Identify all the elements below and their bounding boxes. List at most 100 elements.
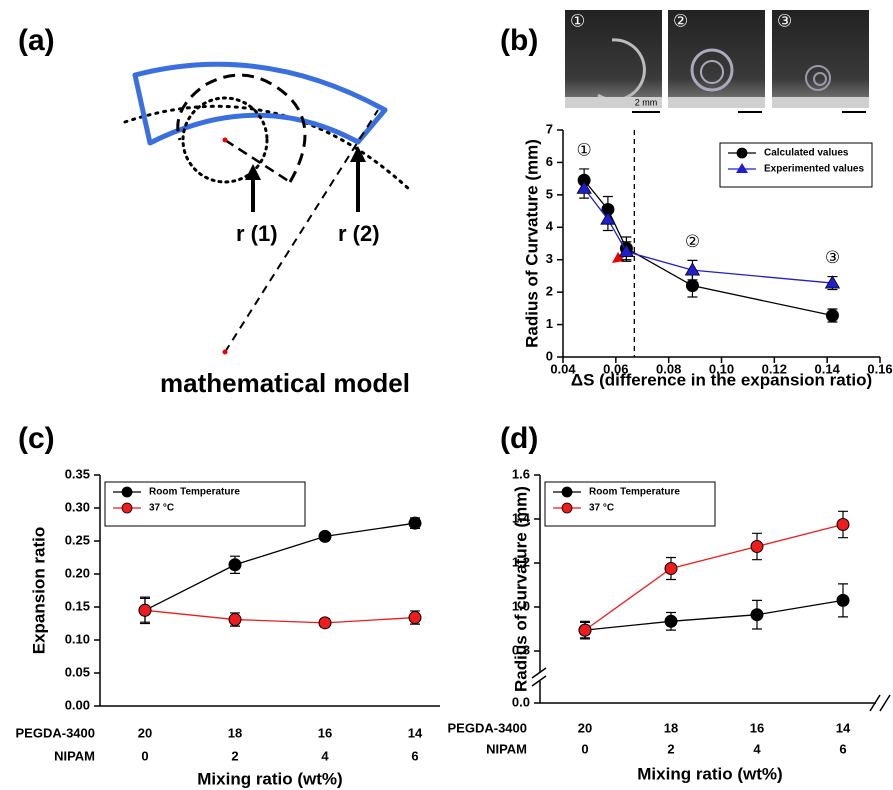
y-axis-title: Expansion ratio	[29, 527, 48, 655]
x-tick-label: 2	[667, 741, 674, 756]
panel-label: (a)	[18, 24, 55, 57]
marker	[684, 262, 701, 276]
y-tick-label: 0.20	[65, 565, 90, 580]
photo	[668, 10, 765, 108]
axis-break	[869, 694, 881, 712]
x-tick-label: 2	[231, 748, 238, 763]
scale-bar-label: 2 mm	[635, 97, 658, 107]
y-tick-label: 1.2	[512, 554, 530, 569]
y-tick-label: 0.30	[65, 499, 90, 514]
marker	[664, 614, 678, 628]
marker	[318, 529, 332, 543]
x-tick-label: 20	[578, 720, 592, 735]
x-tick-label: 6	[839, 741, 846, 756]
x-tick-label: 14	[836, 720, 851, 735]
axis-break-gap	[532, 673, 548, 681]
panel-label: (d)	[500, 422, 538, 455]
dotted-arc	[123, 104, 412, 192]
x-tick-label: 20	[138, 725, 152, 740]
series-line	[584, 523, 844, 631]
x-tick-label: 0.14	[815, 361, 841, 376]
x-tick-label: 14	[408, 725, 423, 740]
y-tick-label: 1	[546, 316, 553, 331]
y-tick-label: 0.10	[65, 631, 90, 646]
x-tick-label: 0.16	[867, 361, 892, 376]
legend-marker	[736, 163, 748, 173]
marker	[750, 540, 764, 553]
y-tick-label: 7	[546, 121, 553, 136]
marker	[578, 623, 592, 637]
radius-line	[224, 109, 379, 353]
marker	[318, 616, 332, 630]
sample	[700, 60, 724, 84]
x-tick-label: 0	[581, 741, 588, 756]
y-tick-label: 0	[546, 348, 553, 363]
marker	[228, 613, 242, 627]
marker	[836, 593, 850, 607]
marker	[825, 308, 839, 322]
x-tick-label: 18	[664, 720, 678, 735]
x-axis-title: Mixing ratio (wt%)	[197, 769, 342, 788]
legend-label: 37 °C	[589, 503, 614, 514]
legend-marker	[561, 486, 573, 498]
y-tick-label: 0.0	[512, 694, 530, 709]
y-tick-label: 0.35	[65, 466, 90, 481]
y-tick-label: 1.6	[512, 466, 530, 481]
x-tick-label: 0.08	[656, 361, 681, 376]
marker	[138, 603, 152, 617]
ruler	[772, 97, 869, 108]
marker	[750, 608, 764, 622]
y-tick-label: 0.05	[65, 664, 90, 679]
diagram	[123, 61, 412, 355]
x-tick-label: 0.06	[603, 361, 628, 376]
arrow-head	[245, 164, 261, 180]
y-tick-label: 0.00	[65, 697, 90, 712]
photo-label: ①	[570, 11, 585, 30]
x-tick-label: 16	[318, 725, 332, 740]
radius-line	[224, 138, 291, 184]
y-tick-label: 2	[546, 284, 553, 299]
y-axis-title: Radius of Curvature (mm)	[522, 139, 541, 348]
category-row-name: PEGDA-3400	[16, 725, 95, 740]
x-tick-label: 0.10	[709, 361, 734, 376]
y-tick-label: 3	[546, 251, 553, 266]
marker	[576, 180, 592, 194]
x-axis-title: Mixing ratio (wt%)	[637, 764, 782, 783]
photos	[565, 10, 869, 113]
marker	[408, 611, 422, 625]
series-line	[144, 609, 416, 624]
sample	[805, 65, 831, 91]
y-tick-label: 0.15	[65, 598, 90, 613]
legend-label: 37 °C	[149, 503, 174, 514]
dotted-circle	[181, 96, 269, 184]
series-line	[583, 187, 833, 284]
marker	[836, 518, 850, 531]
marker	[664, 562, 678, 575]
legend-box	[104, 481, 306, 527]
legend-box	[544, 481, 716, 527]
marker	[600, 211, 616, 225]
photo	[565, 10, 662, 108]
dashed-spiral	[176, 73, 307, 183]
marker	[408, 516, 422, 530]
annotation: ②	[685, 232, 700, 251]
x-tick-label: 6	[411, 748, 418, 763]
photo-label: ②	[673, 11, 688, 30]
photo-label: ③	[777, 11, 792, 30]
marker	[618, 243, 635, 258]
center-dot	[222, 137, 228, 143]
category-row-name: NIPAM	[54, 748, 95, 763]
ruler	[565, 97, 662, 108]
legend-label: Room Temperature	[589, 487, 680, 498]
blue-band	[132, 61, 388, 146]
x-tick-label: 4	[753, 741, 761, 756]
legend-marker	[121, 502, 133, 514]
legend-marker	[561, 502, 573, 514]
y-axis-title: Radius of curvature (mm)	[511, 486, 530, 692]
axis-break	[531, 675, 547, 687]
panel-label: (b)	[500, 24, 538, 57]
annotation: ①	[577, 140, 592, 159]
annotation-arrow-head	[612, 252, 624, 263]
legend-marker	[736, 147, 748, 159]
x-tick-label: 0.12	[762, 361, 787, 376]
